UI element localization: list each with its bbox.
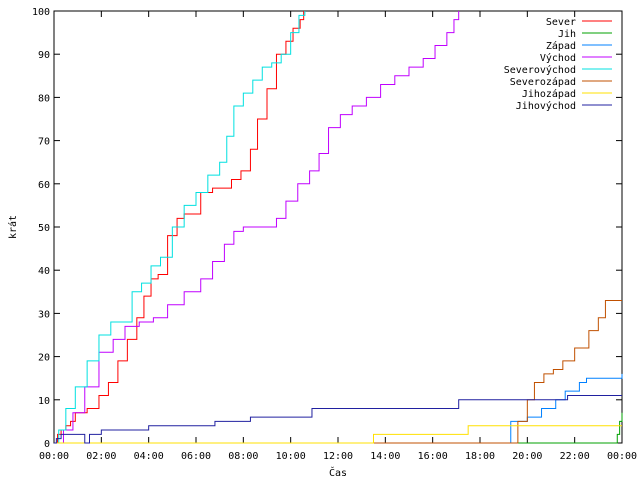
series-line [54,425,622,444]
x-tick-label: 02:00 [86,451,116,462]
x-tick-label: 00:00 [39,451,69,462]
x-tick-label: 14:00 [370,451,400,462]
x-tick-label: 20:00 [512,451,542,462]
series-line [54,11,306,444]
x-tick-label: 00:00 [607,451,637,462]
x-tick-label: 04:00 [134,451,164,462]
series-line [54,299,622,444]
legend-label: Severovýchod [504,64,576,76]
legend-label: Jihozápad [522,88,576,100]
y-tick-label: 50 [38,223,50,234]
legend: SeverJihZápadVýchodSeverovýchodSeverozáp… [504,17,612,112]
y-tick-label: 60 [38,180,50,191]
x-tick-label: 06:00 [181,451,211,462]
x-tick-label: 08:00 [228,451,258,462]
x-tick-label: 18:00 [465,451,495,462]
x-tick-label: 10:00 [276,451,306,462]
axis-ticks: 0 10 20 30 40 50 60 70 80 90 100 00:00 02:00 04:00 06:… [32,7,637,462]
legend-label: Jihovýchod [516,100,576,112]
legend-label: Západ [546,40,576,52]
series-line [54,373,623,444]
y-tick-label: 20 [38,353,50,364]
x-tick-label: 22:00 [560,451,590,462]
y-tick-label: 70 [38,137,50,148]
x-tick-label: 16:00 [418,451,448,462]
x-axis-label: Čas [329,466,347,479]
series-line [54,11,460,444]
legend-label: Sever [546,17,576,28]
series-line [54,412,623,444]
x-tick-label: 12:00 [323,451,353,462]
y-tick-label: 90 [38,50,50,61]
y-tick-label: 80 [38,93,50,104]
y-tick-label: 40 [38,266,50,277]
y-tick-label: 10 [38,396,50,407]
legend-label: Jih [558,29,576,40]
y-tick-label: 0 [44,439,50,450]
legend-label: Severozápad [510,76,576,88]
series-line [54,394,622,444]
legend-label: Východ [540,52,576,64]
y-tick-label: 30 [38,309,50,320]
y-tick-label: 100 [32,7,50,18]
y-axis-label: krát [7,215,19,239]
series-lines [54,11,623,444]
